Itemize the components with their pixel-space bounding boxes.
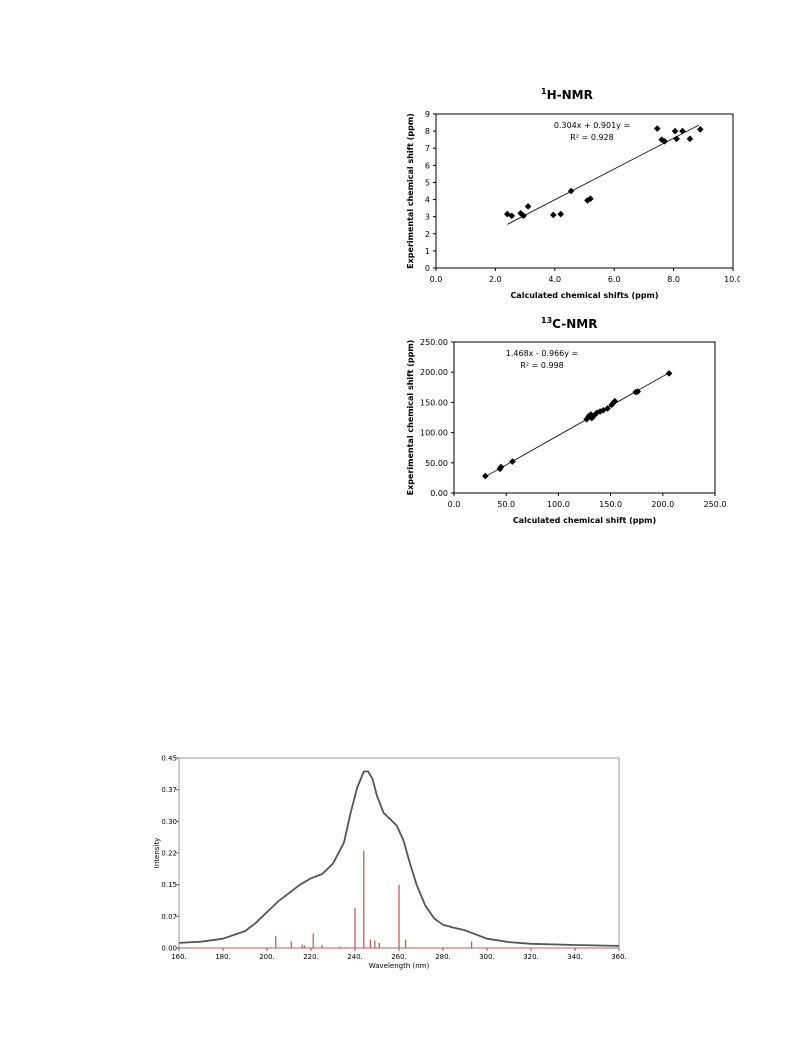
data-point bbox=[503, 210, 511, 218]
y-tick-label: 100.00 bbox=[420, 429, 448, 438]
y-tick-label: 0.00 bbox=[161, 945, 177, 953]
x-tick-label: 8.0 bbox=[667, 275, 680, 284]
x-tick-label: 50.0 bbox=[497, 500, 515, 509]
y-tick-label: 4 bbox=[425, 196, 430, 205]
data-point bbox=[508, 212, 516, 220]
x-tick-label: 180. bbox=[215, 953, 231, 961]
y-tick-label: 3 bbox=[425, 213, 430, 222]
y-tick-label: 0.00 bbox=[430, 489, 448, 498]
data-point bbox=[665, 370, 673, 377]
hnmr-title-main: H-NMR bbox=[546, 88, 593, 102]
y-tick-label: 0.15 bbox=[161, 881, 177, 889]
hnmr-chart: 0.0 2.0 4.0 6.0 8.0 10.0 0 1 2 3 4 5 6 7 8 9 0.304x + 0.… bbox=[406, 110, 740, 300]
data-point bbox=[567, 187, 575, 195]
data-point bbox=[686, 135, 694, 143]
uv-spectrum-chart: 160. 180. 200. 220. 240. 260. 280. 300. 320. 340.… bbox=[153, 755, 627, 971]
x-tick-label: 280. bbox=[435, 953, 451, 961]
x-tick-label: 4.0 bbox=[548, 275, 561, 284]
spectrum-line bbox=[178, 770, 620, 947]
data-point bbox=[673, 135, 680, 143]
y-tick-label: 50.00 bbox=[425, 459, 448, 468]
data-point bbox=[509, 458, 516, 465]
x-tick-label: 360. bbox=[611, 953, 627, 961]
data-point bbox=[679, 127, 686, 135]
y-tick-label: 0.45 bbox=[161, 755, 177, 763]
trend-equation: 0.304x + 0.901y = bbox=[554, 121, 630, 130]
x-tick-label: 100.0 bbox=[547, 500, 570, 509]
x-tick-label: 200. bbox=[259, 953, 275, 961]
y-tick-label: 0.37 bbox=[161, 786, 177, 794]
x-tick-label: 300. bbox=[479, 953, 495, 961]
r-squared: R² = 0.998 bbox=[520, 361, 563, 370]
hnmr-title-sup: 1 bbox=[541, 87, 547, 96]
y-tick-label: 150.00 bbox=[420, 398, 448, 407]
trend-equation: 1.468x - 0.966y = bbox=[506, 349, 579, 358]
x-tick-label: 160. bbox=[171, 953, 187, 961]
data-point bbox=[661, 138, 668, 145]
y-tick-label: 7 bbox=[425, 144, 430, 153]
y-tick-label: 9 bbox=[425, 110, 430, 119]
x-axis-title: Wavelength (nm) bbox=[369, 962, 430, 970]
data-point bbox=[671, 127, 679, 135]
x-axis-title: Calculated chemical shifts (ppm) bbox=[510, 291, 658, 300]
x-tick-label: 250.0 bbox=[704, 500, 727, 509]
r-squared: R² = 0.928 bbox=[570, 133, 613, 142]
y-tick-label: 5 bbox=[425, 178, 430, 187]
x-tick-label: 240. bbox=[347, 953, 363, 961]
cnmr-title-main: C-NMR bbox=[552, 317, 598, 331]
cnmr-chart: 0.0 50.0 100.0 150.0 200.0 250.0 0.00 50.00 100.… bbox=[406, 338, 727, 525]
y-tick-label: 8 bbox=[425, 127, 430, 136]
data-point bbox=[593, 409, 601, 416]
hnmr-title: 1H-NMR bbox=[541, 87, 593, 102]
y-axis-title: Experimental chemical shift (ppm) bbox=[406, 113, 415, 269]
y-tick-label: 0.22 bbox=[161, 850, 177, 858]
y-tick-label: 6 bbox=[425, 161, 430, 170]
x-tick-label: 320. bbox=[523, 953, 539, 961]
cnmr-title: 13C-NMR bbox=[541, 316, 597, 331]
x-tick-label: 200.0 bbox=[651, 500, 674, 509]
x-tick-label: 0.0 bbox=[430, 275, 443, 284]
y-axis-title: Experimental chemical shift (ppm) bbox=[406, 340, 415, 496]
y-tick-label: 0 bbox=[425, 264, 430, 273]
x-tick-label: 340. bbox=[567, 953, 583, 961]
x-tick-label: 260. bbox=[391, 953, 407, 961]
x-tick-label: 2.0 bbox=[489, 275, 502, 284]
data-point bbox=[697, 126, 704, 133]
data-point bbox=[482, 472, 489, 480]
data-point bbox=[634, 388, 642, 395]
data-point bbox=[658, 136, 666, 143]
data-point bbox=[524, 203, 532, 210]
plot-area bbox=[435, 113, 734, 269]
y-tick-label: 2 bbox=[425, 230, 430, 239]
y-tick-label: 1 bbox=[425, 247, 430, 256]
x-tick-label: 10.0 bbox=[724, 275, 740, 284]
x-tick-label: 220. bbox=[303, 953, 319, 961]
y-tick-label: 200.00 bbox=[420, 368, 448, 377]
data-point bbox=[587, 195, 594, 202]
data-point bbox=[588, 414, 596, 422]
data-point bbox=[550, 211, 557, 219]
data-point bbox=[604, 405, 611, 412]
x-tick-label: 0.0 bbox=[448, 500, 461, 509]
y-tick-label: 0.30 bbox=[161, 818, 177, 826]
data-point bbox=[584, 197, 591, 204]
cnmr-title-sup: 13 bbox=[541, 316, 553, 325]
x-axis-title: Calculated chemical shift (ppm) bbox=[513, 516, 656, 525]
data-point bbox=[497, 463, 505, 471]
y-tick-label: 0.07 bbox=[161, 913, 177, 921]
data-point bbox=[557, 210, 565, 218]
data-point bbox=[653, 125, 661, 132]
x-tick-label: 150.0 bbox=[599, 500, 622, 509]
x-tick-label: 6.0 bbox=[608, 275, 621, 284]
data-point bbox=[596, 408, 604, 415]
y-tick-label: 250.00 bbox=[420, 338, 448, 347]
plot-area bbox=[453, 341, 716, 494]
y-axis-title: Intensity bbox=[153, 838, 161, 868]
